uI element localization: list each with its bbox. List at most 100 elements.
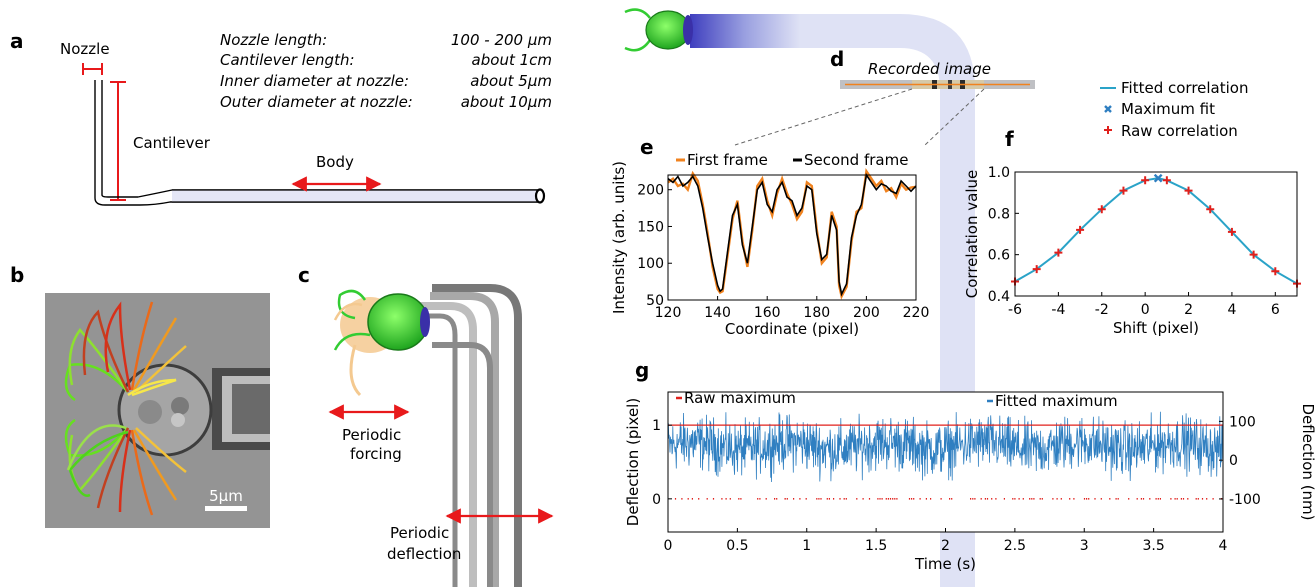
legend-raw-correlation: Raw correlation — [1121, 122, 1238, 140]
spec-value-4: about 10µm — [461, 93, 552, 111]
y-tick-label: 0.8 — [988, 206, 1010, 222]
spec-value-2: about 1cm — [472, 51, 552, 69]
micrograph: 5µm — [45, 293, 270, 528]
panel-f-label: f — [1005, 127, 1014, 151]
raw-correlation-point — [1162, 176, 1171, 185]
legend-first-frame: First frame — [687, 151, 768, 169]
recorded-image-title: Recorded image — [868, 60, 991, 78]
maximum-fit-point — [1153, 173, 1163, 183]
x-tick-label: 0.5 — [726, 538, 748, 554]
y-right-axis-label: Deflection (nm) — [1299, 403, 1315, 520]
x-tick-label: 1 — [802, 538, 811, 554]
x-tick-label: 140 — [704, 305, 731, 321]
y-tick-label: 0 — [652, 492, 661, 508]
x-tick-label: 1.5 — [865, 538, 887, 554]
recorded-image-strip — [734, 80, 1035, 146]
panel-d-label: d — [830, 47, 844, 71]
spec-name-4: Outer diameter at nozzle: — [220, 93, 413, 111]
y-axis-label: Intensity (arb. units) — [610, 161, 628, 314]
cantilever-label: Cantilever — [133, 134, 211, 152]
raw-correlation-point — [1141, 176, 1150, 185]
y-tick-label: 150 — [637, 219, 664, 235]
panel-c-cartoon: Periodic forcing Periodic deflection — [328, 284, 554, 587]
legend-second-frame: Second frame — [804, 151, 908, 169]
plot-frame — [1014, 171, 1298, 297]
chart-f: -6 -4 -2 0 2 4 6 0.4 0.6 0.8 1.0 Shift (pixel) Corre… — [963, 79, 1301, 337]
x-axis-label: Shift (pixel) — [1113, 319, 1199, 337]
panel-b-label: b — [10, 263, 24, 287]
x-tick-label: 2 — [941, 538, 950, 554]
forcing-line-2: forcing — [350, 445, 402, 463]
spec-value-1: 100 - 200 µm — [451, 31, 552, 49]
panel-g-label: g — [635, 358, 649, 382]
plot-frame — [667, 174, 917, 301]
legend-fitted-correlation: Fitted correlation — [1121, 79, 1248, 97]
beam-cell — [624, 8, 693, 52]
x-tick-label: -6 — [1008, 302, 1022, 318]
y-tick-label: 200 — [637, 183, 664, 199]
raw-correlation-point — [1097, 205, 1106, 214]
chart-e: 120 140 160 180 200 22050100150200Coordinate … — [610, 151, 929, 338]
raw-correlation-point — [1054, 248, 1063, 257]
x-tick-label: 200 — [853, 305, 880, 321]
fitted-maximum-trace — [667, 411, 1224, 483]
raw-correlation-point — [1076, 225, 1085, 234]
raw-correlation-point — [1227, 227, 1236, 236]
y-axis-label: Deflection (pixel) — [624, 398, 642, 526]
x-tick-label: 160 — [754, 305, 781, 321]
y-tick-label: 50 — [646, 293, 664, 309]
raw-correlation-point — [1249, 250, 1258, 259]
nozzle-label: Nozzle — [60, 40, 110, 58]
y-right-tick-label: 0 — [1229, 453, 1238, 469]
x-tick-label: 180 — [803, 305, 830, 321]
deflection-line-1: Periodic — [390, 524, 449, 542]
y-tick-label: 0.4 — [988, 289, 1010, 305]
x-tick-label: -2 — [1095, 302, 1109, 318]
x-tick-label: 3.5 — [1142, 538, 1164, 554]
panel-a-label: a — [10, 29, 24, 53]
scale-bar-label: 5µm — [209, 487, 243, 505]
x-tick-label: 2.5 — [1004, 538, 1026, 554]
panel-a: Nozzle Cantilever Body Nozzle length: 10… — [60, 31, 552, 206]
raw-correlation-point — [1119, 186, 1128, 195]
legend-swatch-maximum — [1104, 105, 1112, 113]
body-label: Body — [316, 153, 354, 171]
x-tick-label: 4 — [1227, 302, 1236, 318]
legend-swatch-raw — [1104, 126, 1112, 134]
x-tick-label: -4 — [1051, 302, 1065, 318]
plot-area — [668, 175, 916, 300]
y-axis-label: Correlation value — [963, 170, 981, 298]
x-tick-label: 3 — [1080, 538, 1089, 554]
y-tick-label: 100 — [637, 256, 664, 272]
forcing-line-1: Periodic — [342, 426, 401, 444]
plot-area — [668, 392, 1223, 532]
chart-g: 0 0.5 1 1.5 2 2.5 3 3.5 4 0 1 -100 0 100 Time (s) Defle… — [624, 389, 1315, 573]
y-tick-label: 0.6 — [988, 248, 1010, 264]
spec-name-1: Nozzle length: — [220, 31, 327, 49]
raw-correlation-point — [1206, 205, 1215, 214]
raw-correlation-point — [1032, 265, 1041, 274]
legend-raw-maximum: Raw maximum — [684, 389, 796, 407]
spec-name-3: Inner diameter at nozzle: — [220, 72, 409, 90]
x-tick-label: 0 — [1141, 302, 1150, 318]
x-tick-label: 220 — [903, 305, 930, 321]
x-tick-label: 0 — [664, 538, 673, 554]
panel-c-label: c — [298, 263, 310, 287]
x-tick-label: 2 — [1184, 302, 1193, 318]
legend-fitted-maximum: Fitted maximum — [995, 392, 1118, 410]
panel-e-label: e — [640, 135, 654, 159]
x-axis-label: Time (s) — [914, 555, 976, 573]
y-tick-label: 1.0 — [988, 165, 1010, 181]
x-tick-label: 4 — [1219, 538, 1228, 554]
x-axis-label: Coordinate (pixel) — [725, 320, 859, 338]
spec-name-2: Cantilever length: — [220, 51, 355, 69]
deflection-line-2: deflection — [387, 545, 461, 563]
y-right-tick-label: 100 — [1229, 414, 1256, 430]
y-tick-label: 1 — [652, 418, 661, 434]
series-line-second-frame — [667, 172, 917, 297]
fitted-correlation-line — [1014, 177, 1298, 285]
spec-value-3: about 5µm — [470, 72, 552, 90]
legend-maximum-fit: Maximum fit — [1121, 100, 1215, 118]
raw-correlation-point — [1184, 186, 1193, 195]
